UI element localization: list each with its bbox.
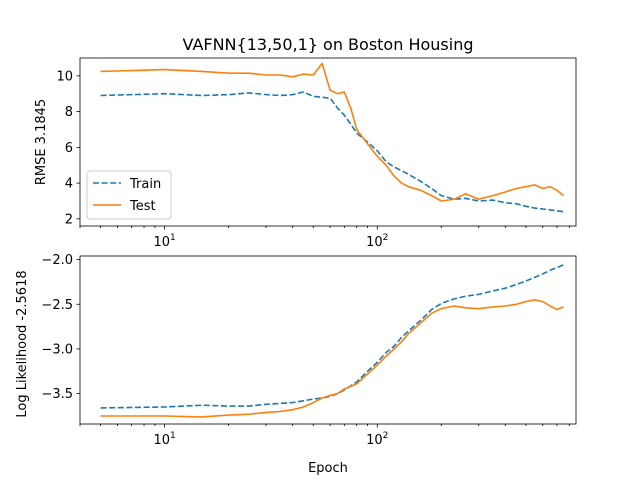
loglik-series-lines [100,264,564,418]
loglik-y-tick-label: −2.0 [41,253,73,268]
loglik-y-tick-label: −3.5 [41,387,73,402]
loglik-axes-frame [79,255,577,425]
loglik-test-line [100,298,564,418]
rmse-train-line [100,91,564,213]
legend-test-label: Test [129,199,156,214]
legend-train-label: Train [129,177,161,192]
loglik-panel: −3.5 −3.0 −2.5 −2.0 101 102 Log Likelihood -2… [15,253,577,476]
rmse-y-axis-label: RMSE 3.1845 [34,99,49,185]
chart-title: VAFNN{13,50,1} on Boston Housing [183,35,474,54]
rmse-ticks: 2 4 6 8 10 101 102 [56,69,570,250]
rmse-panel: 2 4 6 8 10 101 102 RMSE 3.1845 Train Test [34,57,577,250]
rmse-y-tick-label: 6 [65,141,73,156]
rmse-y-tick-label: 10 [56,69,73,84]
rmse-axes-frame [79,57,577,227]
rmse-series-lines [100,62,564,213]
loglik-ticks: −3.5 −3.0 −2.5 −2.0 101 102 [41,253,570,448]
loglik-y-tick-label: −3.0 [41,342,73,357]
loglik-x-tick-label: 102 [366,431,388,448]
loglik-y-axis-label: Log Likelihood -2.5618 [15,270,30,417]
rmse-x-tick-label: 102 [366,233,388,250]
rmse-y-tick-label: 8 [65,105,73,120]
loglik-y-tick-label: −2.5 [41,298,73,313]
rmse-y-tick-label: 2 [65,212,73,227]
loglik-train-line [100,264,564,409]
rmse-y-tick-label: 4 [65,177,73,192]
legend-box [86,170,172,220]
rmse-x-tick-label: 101 [153,233,175,250]
loglik-x-tick-label: 101 [153,431,175,448]
rmse-test-line [100,62,564,202]
legend: Train Test [86,170,172,220]
x-axis-label: Epoch [308,461,348,476]
